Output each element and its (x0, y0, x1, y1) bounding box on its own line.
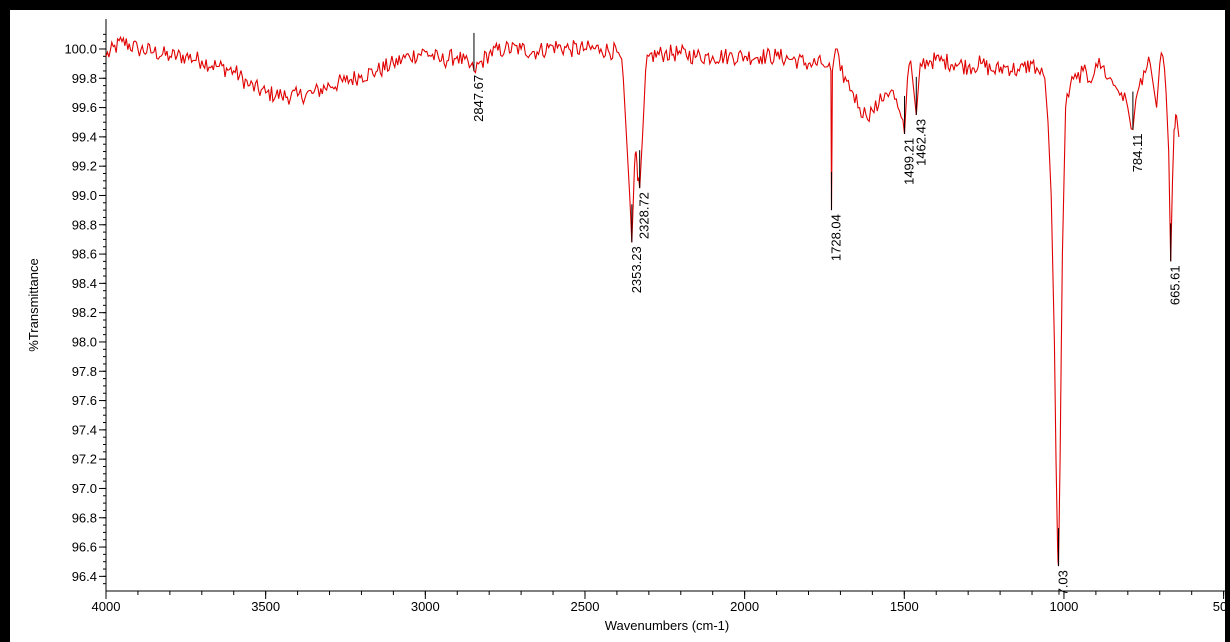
y-tick-label: 97.2 (72, 452, 97, 467)
y-tick-label: 96.6 (72, 540, 97, 555)
y-tick-label: 99.2 (72, 159, 97, 174)
y-tick-label: 98.0 (72, 334, 97, 349)
y-tick-label: 98.2 (72, 305, 97, 320)
x-axis-title: Wavenumbers (cm-1) (605, 618, 729, 633)
y-tick-label: 97.6 (72, 393, 97, 408)
x-tick-label: 2000 (730, 599, 759, 614)
x-tick-label: 1500 (890, 599, 919, 614)
x-tick-label: 500 (1213, 599, 1230, 614)
y-tick-label: 98.4 (72, 276, 97, 291)
peak-annotations: 2847.67 2353.23 2328.72 1728.04 1499.211462.… (471, 32, 1183, 595)
x-tick-label: 4000 (92, 599, 121, 614)
peak-label: 1728.04 (829, 214, 844, 261)
y-tick-label: 99.6 (72, 100, 97, 115)
y-axis-title: %Transmittance (26, 258, 41, 351)
axes: 100.0 99.8 99.6 99.4 99.2 99.0 98.8 98.6 98.4 98.… (64, 19, 1230, 614)
y-tick-label: 96.4 (72, 569, 97, 584)
y-tick-label: 99.8 (72, 71, 97, 86)
x-tick-label: 1000 (1049, 599, 1078, 614)
y-tick-label: 96.8 (72, 510, 97, 525)
y-tick-label: 97.0 (72, 481, 97, 496)
x-tick-label: 3500 (251, 599, 280, 614)
x-tick-label: 3000 (411, 599, 440, 614)
peak-label: 2328.72 (637, 192, 652, 239)
y-tick-label: 99.4 (72, 129, 97, 144)
x-tick-label: 2500 (571, 599, 600, 614)
peak-label: 7.03 (1056, 570, 1071, 595)
peak-label: 2353.23 (629, 246, 644, 293)
peak-label: 2847.67 (471, 75, 486, 122)
y-tick-label: 97.4 (72, 422, 97, 437)
spectrum-line (105, 35, 1180, 567)
peak-label: 784.11 (1130, 134, 1145, 173)
y-tick-label: 98.6 (72, 247, 97, 262)
y-tick-label: 97.8 (72, 364, 97, 379)
peak-label: 665.61 (1168, 265, 1183, 305)
y-tick-label: 99.0 (72, 188, 97, 203)
spectrum-series (105, 35, 1180, 567)
peak-label: 1499.21 (902, 138, 917, 185)
y-tick-label: 98.8 (72, 217, 97, 232)
peak-label: 1462.43 (913, 119, 928, 166)
y-tick-label: 100.0 (64, 41, 97, 56)
